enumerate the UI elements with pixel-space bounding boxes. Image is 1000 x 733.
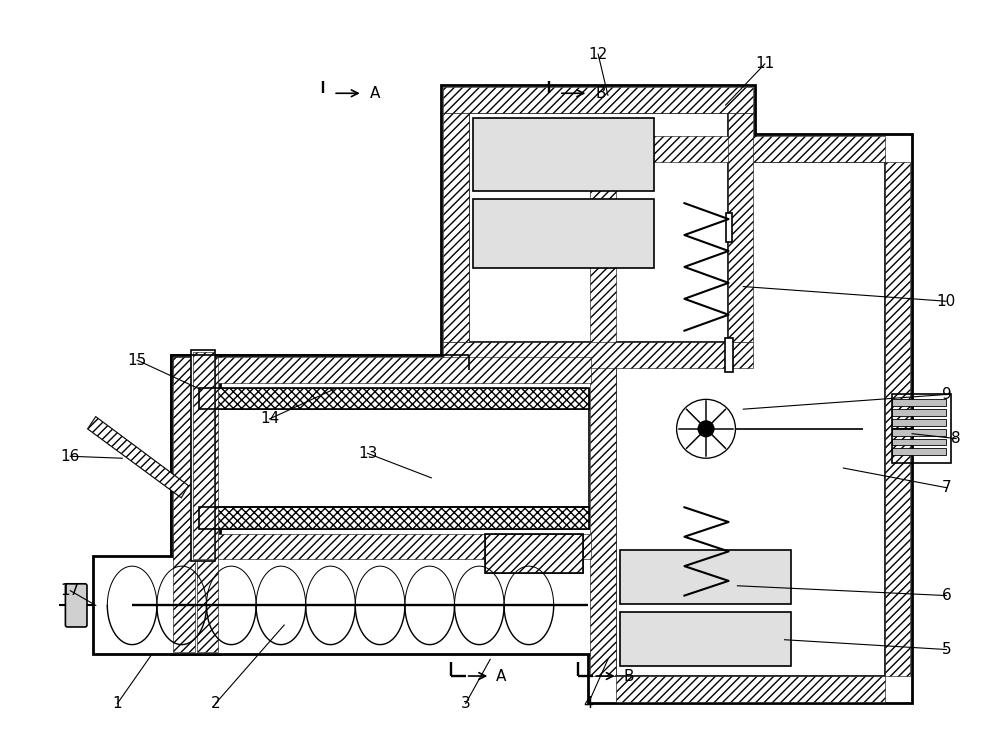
FancyBboxPatch shape <box>65 583 87 627</box>
Bar <box>892 429 946 435</box>
Bar <box>443 113 469 342</box>
Text: A: A <box>496 668 506 683</box>
Text: B: B <box>595 86 606 100</box>
Text: A: A <box>370 86 380 100</box>
Text: B: B <box>624 668 634 683</box>
Bar <box>199 507 589 529</box>
Text: 9: 9 <box>942 387 951 402</box>
Bar <box>197 357 218 652</box>
Bar <box>469 113 728 342</box>
Bar <box>728 113 753 342</box>
Text: 5: 5 <box>942 642 951 657</box>
Circle shape <box>698 421 714 437</box>
Text: 6: 6 <box>942 588 951 603</box>
Bar <box>199 507 589 529</box>
Bar <box>892 409 946 416</box>
Text: 12: 12 <box>588 46 608 62</box>
Bar <box>193 353 214 559</box>
Bar <box>191 350 215 561</box>
Bar <box>892 419 946 426</box>
Bar <box>892 394 951 463</box>
Polygon shape <box>88 417 188 498</box>
Bar <box>199 388 589 409</box>
Bar <box>173 357 591 383</box>
Bar <box>485 534 583 573</box>
Bar <box>892 449 946 455</box>
Bar <box>173 357 195 652</box>
Bar <box>199 388 589 409</box>
Text: 2: 2 <box>211 696 220 711</box>
Bar <box>443 342 753 368</box>
Text: 17: 17 <box>61 583 80 598</box>
Bar <box>171 356 593 561</box>
Bar <box>199 409 589 507</box>
Bar <box>590 162 616 676</box>
Bar <box>473 118 654 191</box>
Text: 10: 10 <box>937 294 956 309</box>
Bar <box>885 162 910 676</box>
Bar <box>173 534 591 559</box>
Bar <box>441 86 755 370</box>
Text: 3: 3 <box>461 696 471 711</box>
Text: 1: 1 <box>113 696 122 711</box>
Bar <box>473 199 654 268</box>
Bar <box>620 550 791 605</box>
Text: 4: 4 <box>583 696 593 711</box>
Bar <box>892 438 946 446</box>
Bar <box>892 399 946 406</box>
Text: 14: 14 <box>260 411 279 427</box>
Bar <box>588 134 912 704</box>
Bar <box>485 534 583 573</box>
Text: 16: 16 <box>61 449 80 464</box>
Text: 11: 11 <box>755 56 775 71</box>
Bar <box>726 213 732 243</box>
Bar <box>620 612 791 666</box>
Bar <box>93 556 598 655</box>
Bar <box>616 676 885 701</box>
Polygon shape <box>88 417 188 498</box>
Bar <box>443 87 753 113</box>
Text: 7: 7 <box>942 480 951 496</box>
Text: 15: 15 <box>127 353 147 368</box>
Text: 13: 13 <box>358 446 377 461</box>
Bar <box>616 136 885 162</box>
Bar <box>725 338 733 372</box>
Bar <box>616 162 885 676</box>
Bar <box>171 356 220 655</box>
Text: 8: 8 <box>951 431 961 446</box>
